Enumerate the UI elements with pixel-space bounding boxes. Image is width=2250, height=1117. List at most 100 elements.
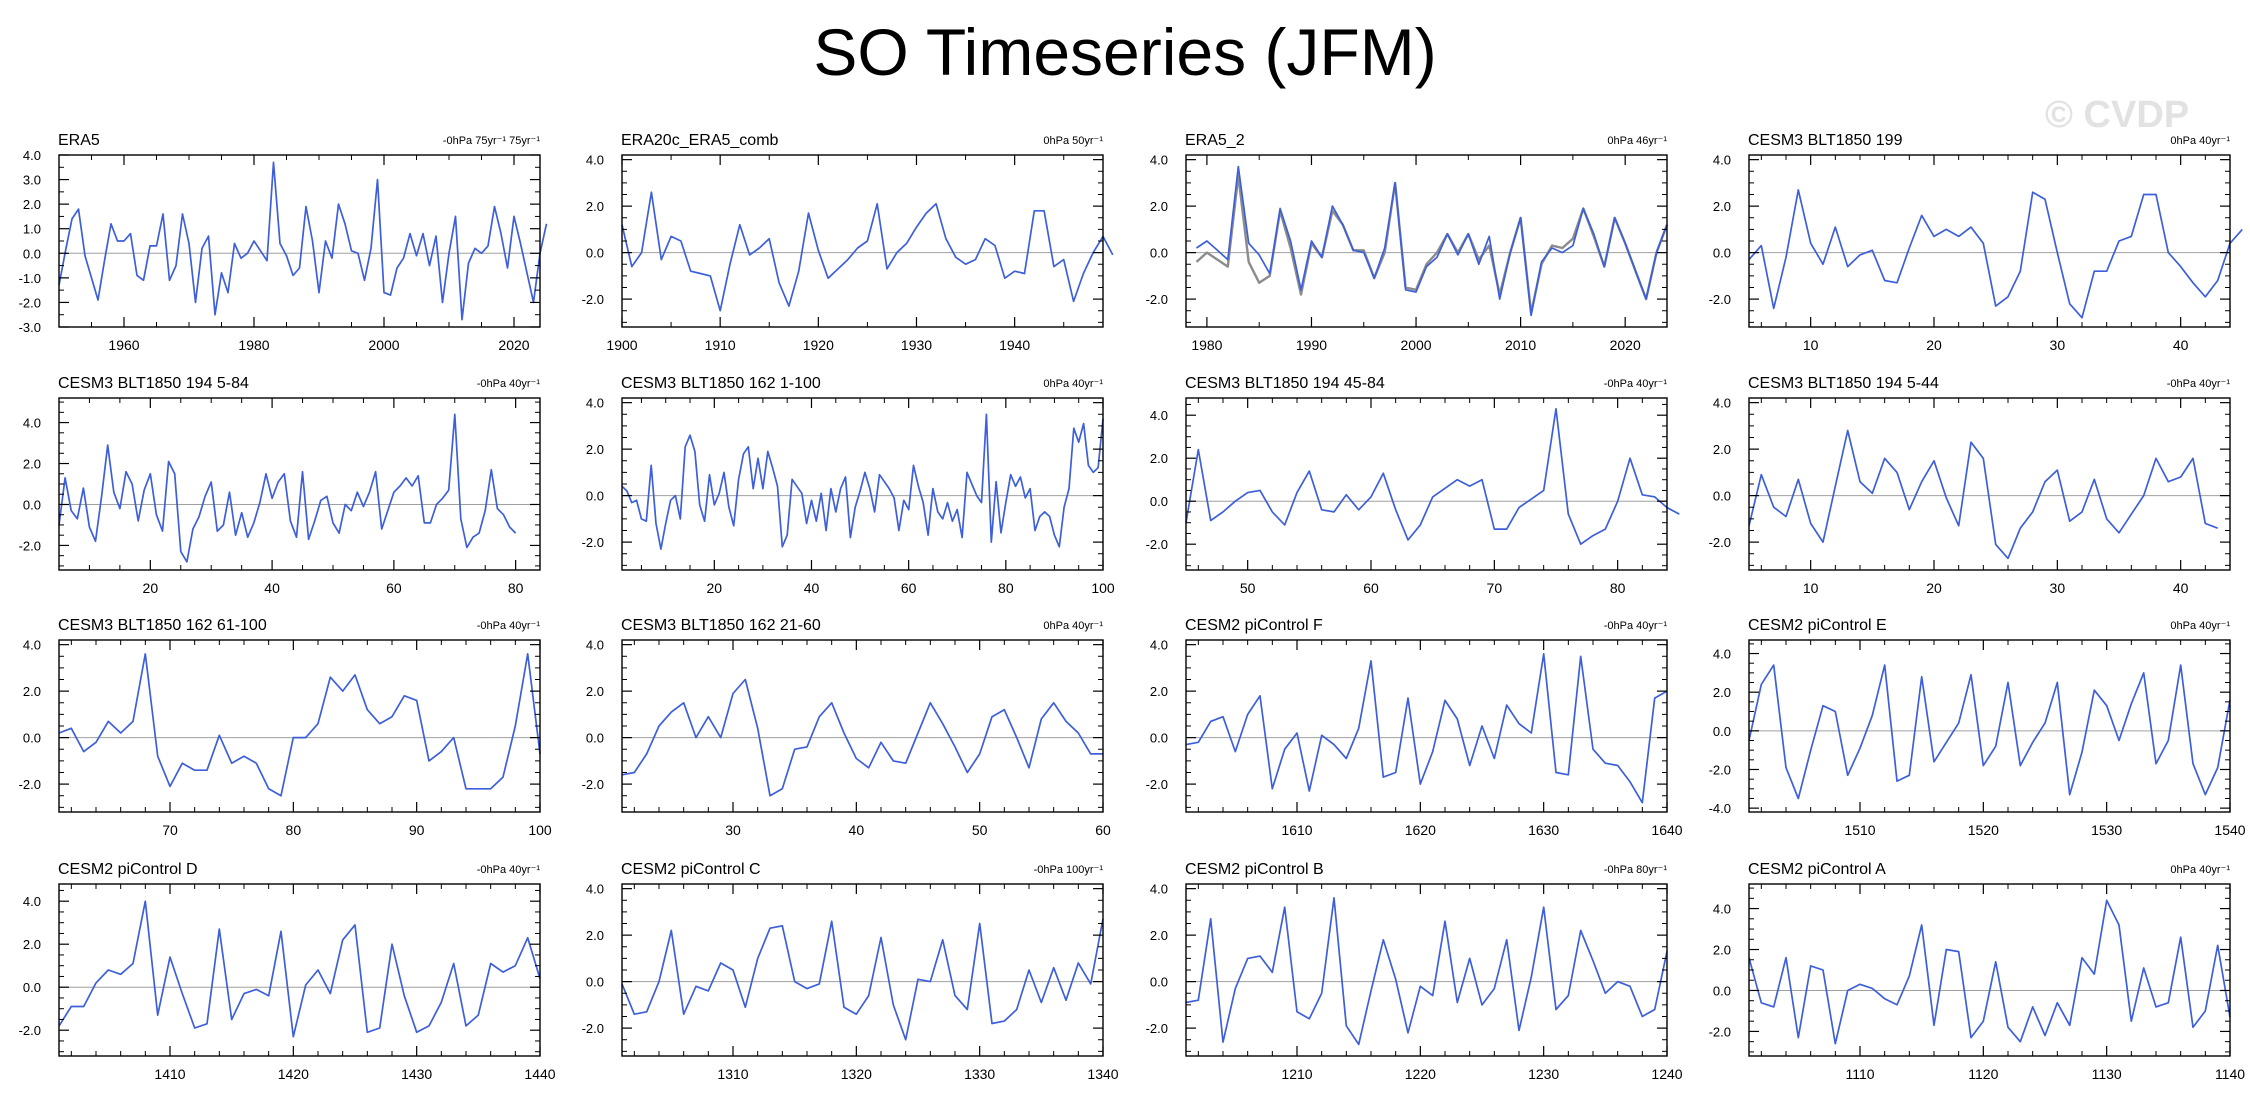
- page-title: SO Timeseries (JFM): [813, 15, 1437, 89]
- panel-title: CESM3 BLT1850 162 1-100: [621, 375, 821, 392]
- chart-panel: 1510 1520 1530 1540 -4.0 -2.0 0.0 2.0 4.0 CESM2 p…: [1709, 617, 2246, 838]
- panel-title: CESM3 BLT1850 162 61-100: [58, 617, 267, 634]
- y-tick-label: 0.0: [1150, 494, 1168, 509]
- chart-panel: 1610 1620 1630 1640 -2.0 0.0 2.0 4.0 CESM2 piCon…: [1146, 617, 1683, 838]
- y-tick-label: 0.0: [1713, 724, 1731, 739]
- chart-panel: 1410 1420 1430 1440 -2.0 0.0 2.0 4.0 CESM2 piCon…: [19, 861, 556, 1082]
- x-tick-label: 1980: [1191, 337, 1222, 353]
- y-tick-label: -2.0: [1146, 1021, 1168, 1036]
- x-tick-label: 2010: [1505, 337, 1536, 353]
- chart-panel: 1980 1990 2000 2010 2020 -2.0 0.0 2.0 4.0 ERA5_2 0…: [1146, 132, 1669, 353]
- panel-annotation: 0hPa 40yr⁻¹: [2170, 135, 2230, 147]
- x-tick-label: 1330: [964, 1066, 995, 1082]
- plot-frame: [1748, 397, 2231, 571]
- chart-panel: 1960 1980 2000 2020 -3.0 -2.0 -1.0 0.0 1.0 2.0 3.0…: [19, 132, 548, 353]
- chart-panel: 70 80 90 100 -2.0 0.0 2.0 4.0 CESM3 BLT1850 162 …: [19, 617, 552, 838]
- y-tick-label: 4.0: [1150, 153, 1168, 168]
- chart-panel: 30 40 50 60 -2.0 0.0 2.0 4.0 CESM3 BLT1850 162 2…: [582, 617, 1111, 838]
- plot-frame: [58, 639, 541, 813]
- y-tick-label: 2.0: [586, 199, 604, 214]
- series-line: [621, 191, 1114, 312]
- plot-frame: [621, 154, 1104, 328]
- y-tick-label: 4.0: [1713, 396, 1731, 411]
- panel-title: ERA20c_ERA5_comb: [621, 132, 779, 149]
- x-tick-label: 2000: [368, 337, 399, 353]
- panel-annotation: -0hPa 40yr⁻¹: [477, 378, 541, 390]
- y-tick-label: 2.0: [1713, 442, 1731, 457]
- x-tick-label: 70: [162, 822, 178, 838]
- y-tick-label: 4.0: [23, 638, 41, 653]
- series-line: [58, 161, 548, 321]
- y-tick-label: 0.0: [586, 246, 604, 261]
- x-tick-label: 100: [1091, 580, 1115, 596]
- y-tick-label: -2.0: [19, 777, 41, 792]
- x-tick-label: 30: [2050, 337, 2066, 353]
- y-tick-label: -2.0: [19, 1023, 41, 1038]
- x-tick-label: 30: [725, 822, 741, 838]
- y-tick-label: 4.0: [1713, 153, 1731, 168]
- x-tick-label: 80: [508, 580, 524, 596]
- panel-annotation: -0hPa 40yr⁻¹: [477, 620, 541, 632]
- panel-annotation: -0hPa 80yr⁻¹: [1604, 864, 1668, 876]
- panel-title: CESM2 piControl F: [1185, 617, 1323, 634]
- x-tick-label: 1210: [1281, 1066, 1312, 1082]
- panel-annotation: -0hPa 75yr⁻¹ 75yr⁻¹: [443, 135, 541, 147]
- y-tick-label: -2.0: [1709, 535, 1731, 550]
- panel-title: CESM3 BLT1850 194 5-84: [58, 375, 249, 392]
- y-tick-label: 0.0: [23, 497, 41, 512]
- x-tick-label: 1960: [108, 337, 139, 353]
- x-tick-label: 1510: [1844, 822, 1875, 838]
- series-line: [58, 653, 541, 797]
- panel-title: CESM2 piControl A: [1748, 861, 1886, 878]
- y-tick-label: 2.0: [1150, 199, 1168, 214]
- plot-frame: [1185, 883, 1668, 1057]
- x-tick-label: 1240: [1651, 1066, 1682, 1082]
- plot-frame: [58, 883, 541, 1057]
- series-line: [58, 900, 541, 1038]
- y-tick-label: -2.0: [1709, 292, 1731, 307]
- y-tick-label: -2.0: [582, 535, 604, 550]
- y-tick-label: 2.0: [1713, 943, 1731, 958]
- chart-panel: 20 40 60 80 100 -2.0 0.0 2.0 4.0 CESM3 BLT1850 16…: [582, 375, 1115, 596]
- plot-frame: [1748, 639, 2231, 813]
- x-tick-label: 80: [1610, 580, 1626, 596]
- panel-title: ERA5: [58, 132, 100, 149]
- y-tick-label: 2.0: [23, 197, 41, 212]
- x-tick-label: 2000: [1400, 337, 1431, 353]
- x-tick-label: 1440: [524, 1066, 555, 1082]
- y-tick-label: 2.0: [1713, 685, 1731, 700]
- panel-annotation: -0hPa 40yr⁻¹: [2167, 378, 2231, 390]
- plot-frame: [1748, 154, 2231, 328]
- x-tick-label: 1140: [2215, 1066, 2245, 1082]
- x-tick-label: 1230: [1528, 1066, 1559, 1082]
- plot-frame: [1185, 397, 1668, 571]
- y-tick-label: -2.0: [19, 538, 41, 553]
- x-tick-label: 70: [1487, 580, 1503, 596]
- panel-annotation: -0hPa 40yr⁻¹: [1604, 620, 1668, 632]
- series-line: [1748, 664, 2231, 800]
- plot-frame: [621, 883, 1104, 1057]
- y-tick-label: 0.0: [1150, 731, 1168, 746]
- panel-annotation: 0hPa 40yr⁻¹: [2170, 864, 2230, 876]
- y-tick-label: 4.0: [1150, 408, 1168, 423]
- y-tick-label: 3.0: [23, 173, 41, 188]
- x-tick-label: 60: [386, 580, 402, 596]
- x-tick-label: 20: [1926, 337, 1942, 353]
- x-tick-label: 1940: [999, 337, 1030, 353]
- x-tick-label: 20: [1926, 580, 1942, 596]
- x-tick-label: 40: [2173, 580, 2189, 596]
- chart-panel: 20 40 60 80 -2.0 0.0 2.0 4.0 CESM3 BLT1850 194 5…: [19, 375, 541, 596]
- y-tick-label: 4.0: [23, 416, 41, 431]
- x-tick-label: 1640: [1651, 822, 1682, 838]
- y-tick-label: 4.0: [23, 148, 41, 163]
- y-tick-label: 4.0: [1713, 647, 1731, 662]
- y-tick-label: -2.0: [1146, 292, 1168, 307]
- y-tick-label: 2.0: [586, 684, 604, 699]
- x-tick-label: 80: [998, 580, 1014, 596]
- panel-title: CESM2 piControl D: [58, 861, 198, 878]
- y-tick-label: 2.0: [1713, 199, 1731, 214]
- x-tick-label: 1310: [717, 1066, 748, 1082]
- y-tick-label: 1.0: [23, 222, 41, 237]
- panel-annotation: 0hPa 40yr⁻¹: [1043, 620, 1103, 632]
- x-tick-label: 40: [804, 580, 820, 596]
